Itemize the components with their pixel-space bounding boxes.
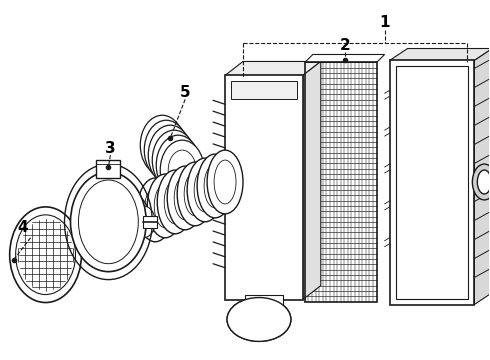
Ellipse shape (122, 196, 149, 244)
Ellipse shape (154, 184, 176, 228)
Ellipse shape (472, 164, 490, 200)
Ellipse shape (140, 115, 184, 175)
Bar (225, 75, 303, 300)
Ellipse shape (164, 180, 186, 224)
Text: 5: 5 (180, 85, 191, 100)
Polygon shape (303, 62, 321, 300)
Ellipse shape (168, 150, 196, 190)
Polygon shape (474, 49, 490, 305)
Ellipse shape (152, 130, 180, 170)
Ellipse shape (160, 140, 204, 200)
Ellipse shape (177, 162, 213, 226)
Ellipse shape (160, 140, 188, 180)
Ellipse shape (197, 154, 233, 218)
Ellipse shape (164, 145, 192, 185)
Ellipse shape (477, 170, 490, 194)
Bar (395, 67, 468, 298)
Text: 2: 2 (340, 38, 350, 53)
Ellipse shape (78, 180, 138, 264)
Ellipse shape (214, 160, 236, 204)
Ellipse shape (236, 305, 282, 334)
Ellipse shape (204, 164, 226, 208)
Ellipse shape (156, 135, 184, 175)
Text: 1: 1 (379, 15, 390, 30)
Text: 3: 3 (105, 141, 116, 156)
Ellipse shape (148, 125, 192, 185)
Ellipse shape (167, 166, 203, 230)
Ellipse shape (144, 188, 166, 232)
Ellipse shape (16, 215, 75, 294)
Polygon shape (305, 54, 385, 62)
Text: 4: 4 (17, 220, 28, 235)
Bar (97, 160, 121, 178)
Ellipse shape (207, 150, 243, 214)
Polygon shape (390, 49, 490, 60)
Ellipse shape (194, 168, 216, 212)
Ellipse shape (147, 174, 183, 238)
Ellipse shape (157, 170, 193, 234)
Bar (305, 62, 377, 302)
Ellipse shape (71, 172, 147, 272)
Ellipse shape (227, 298, 291, 341)
Bar (390, 60, 474, 305)
Ellipse shape (144, 120, 188, 180)
Ellipse shape (156, 135, 200, 195)
Ellipse shape (152, 130, 196, 190)
Ellipse shape (184, 172, 206, 216)
Bar (245, 294, 283, 323)
Polygon shape (225, 62, 321, 75)
Ellipse shape (227, 298, 291, 341)
Bar (231, 81, 297, 99)
Ellipse shape (137, 178, 173, 242)
Ellipse shape (131, 206, 155, 238)
Ellipse shape (187, 158, 223, 222)
Bar (143, 216, 157, 228)
Ellipse shape (174, 176, 196, 220)
Ellipse shape (10, 207, 81, 302)
Ellipse shape (148, 125, 176, 165)
